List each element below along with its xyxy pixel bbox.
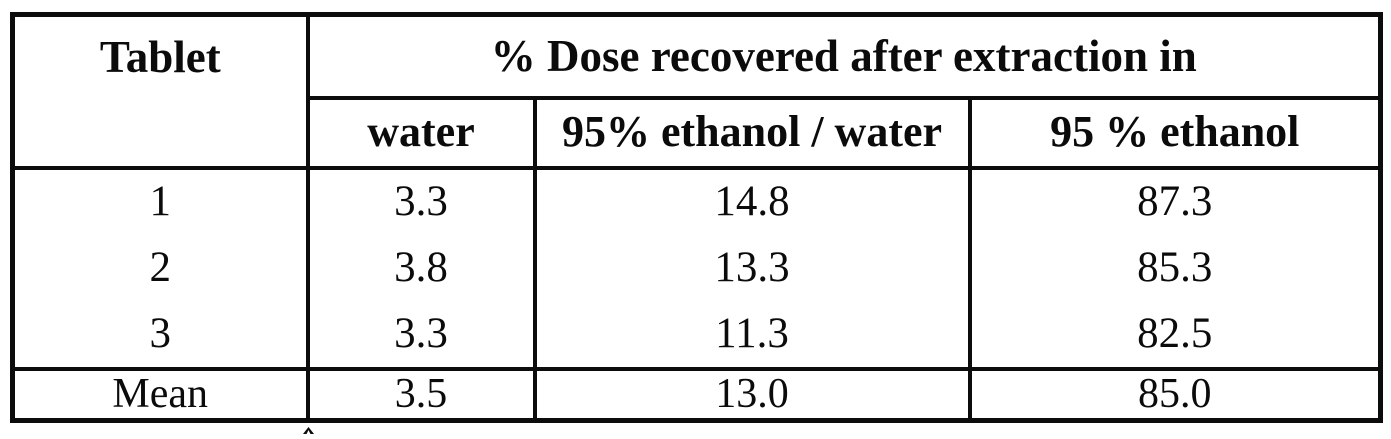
header-row-group: Tablet % Dose recovered after extraction… [12, 14, 1381, 170]
cell-tablet-2-ethanol: 85.3 [967, 234, 1381, 302]
cell-tablet-3-ethanol: 82.5 [967, 301, 1381, 369]
cell-tablet-1-ethanol-water: 14.8 [532, 167, 970, 235]
cell-tablet-1-ethanol: 87.3 [967, 167, 1381, 235]
column-header-ethanol: 95 % ethanol [967, 97, 1381, 170]
cell-mean-ethanol: 85.0 [967, 366, 1381, 421]
table-row-tablet-3: 3 3.3 11.3 82.5 [13, 301, 1381, 369]
cell-tablet-1-water: 3.3 [305, 167, 535, 235]
dose-recovery-table: Tablet % Dose recovered after extraction… [10, 12, 1383, 423]
row-label-mean: Mean [12, 366, 308, 421]
summary-row-mean: Mean 3.5 13.0 85.0 [12, 366, 1381, 421]
cell-mean-water: 3.5 [305, 366, 535, 421]
cell-mean-ethanol-water: 13.0 [532, 366, 970, 421]
row-label-tablet-2: 2 [149, 244, 172, 292]
column-header-water: water [305, 97, 535, 170]
cell-tablet-2-ethanol-water: 13.3 [532, 234, 970, 302]
group-header-dose-recovered: % Dose recovered after extraction in [305, 14, 1381, 100]
corner-header-tablet: Tablet [12, 14, 308, 170]
cell-tablet-3-ethanol-water: 11.3 [532, 301, 970, 369]
header-row-solvents: water 95% ethanol / water 95 % ethanol [13, 97, 1381, 170]
table-row-tablet-2: 2 3.8 13.3 85.3 [13, 234, 1381, 302]
table-row-tablet-1: 1 3.3 14.8 87.3 [13, 167, 1381, 235]
column-header-ethanol-water: 95% ethanol / water [532, 97, 970, 170]
scan-artifact-mark [303, 427, 314, 434]
cell-tablet-3-water: 3.3 [305, 301, 535, 369]
cell-tablet-2-water: 3.8 [305, 234, 535, 302]
row-label-tablet-3: 3 [149, 310, 172, 358]
row-label-tablet-1: 1 [149, 178, 172, 226]
